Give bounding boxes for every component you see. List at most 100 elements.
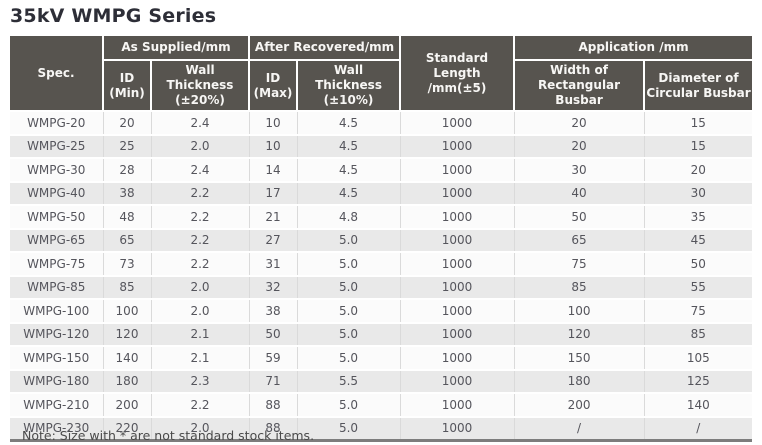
cell-id-max: 21 (249, 205, 298, 230)
table-row: WMPG-65 65 2.2 27 5.0 1000 65 45 (10, 228, 753, 253)
cell-wall-thickness-10: 5.5 (297, 369, 401, 394)
header-sub-row: ID (Min) Wall Thickness (±20%) ID (Max) … (10, 59, 753, 112)
cell-wall-thickness-10: 5.0 (297, 322, 401, 347)
cell-wall-thickness-20: 2.0 (151, 275, 250, 300)
cell-standard-length: 1000 (400, 322, 515, 347)
cell-diameter-circ-busbar: / (644, 416, 753, 440)
footnote: Note: Size with * are not standard stock… (22, 428, 315, 443)
cell-width-rect-busbar: / (514, 416, 645, 440)
cell-wall-thickness-20: 2.1 (151, 322, 250, 347)
header-wall-thickness-10: Wall Thickness (±10%) (296, 59, 402, 112)
cell-diameter-circ-busbar: 45 (644, 228, 753, 253)
cell-wall-thickness-10: 4.5 (297, 134, 401, 159)
cell-standard-length: 1000 (400, 369, 515, 394)
header-spec: Spec. (10, 36, 104, 112)
table-row: WMPG-85 85 2.0 32 5.0 1000 85 55 (10, 275, 753, 300)
cell-id-min: 120 (103, 322, 152, 347)
cell-id-min: 140 (103, 346, 152, 371)
cell-width-rect-busbar: 30 (514, 158, 645, 183)
cell-wall-thickness-10: 4.8 (297, 205, 401, 230)
cell-id-min: 180 (103, 369, 152, 394)
cell-wall-thickness-10: 5.0 (297, 346, 401, 371)
cell-spec: WMPG-20 (10, 111, 104, 136)
cell-id-min: 48 (103, 205, 152, 230)
page-title: 35kV WMPG Series (10, 5, 217, 27)
header-standard-length: Standard Length /mm(±5) (399, 36, 516, 112)
cell-standard-length: 1000 (400, 134, 515, 159)
cell-standard-length: 1000 (400, 393, 515, 418)
cell-id-min: 20 (103, 111, 152, 136)
table-row: WMPG-230 220 2.0 88 5.0 1000 / / (10, 416, 753, 440)
cell-wall-thickness-20: 2.4 (151, 111, 250, 136)
cell-wall-thickness-20: 2.0 (151, 134, 250, 159)
cell-spec: WMPG-40 (10, 181, 104, 206)
cell-wall-thickness-20: 2.2 (151, 181, 250, 206)
cell-standard-length: 1000 (400, 346, 515, 371)
cell-width-rect-busbar: 150 (514, 346, 645, 371)
cell-spec: WMPG-50 (10, 205, 104, 230)
cell-id-min: 220 (103, 416, 152, 440)
cell-id-max: 27 (249, 228, 298, 253)
cell-id-min: 38 (103, 181, 152, 206)
cell-id-min: 85 (103, 275, 152, 300)
cell-id-max: 17 (249, 181, 298, 206)
cell-wall-thickness-10: 4.5 (297, 181, 401, 206)
cell-id-min: 100 (103, 299, 152, 324)
cell-wall-thickness-10: 5.0 (297, 299, 401, 324)
table-row: WMPG-120 120 2.1 50 5.0 1000 120 85 (10, 322, 753, 347)
cell-standard-length: 1000 (400, 275, 515, 300)
cell-wall-thickness-20: 2.1 (151, 346, 250, 371)
cell-id-max: 10 (249, 134, 298, 159)
cell-spec: WMPG-25 (10, 134, 104, 159)
cell-standard-length: 1000 (400, 205, 515, 230)
header-application: Application /mm (513, 36, 753, 61)
cell-width-rect-busbar: 100 (514, 299, 645, 324)
cell-wall-thickness-20: 2.0 (151, 416, 250, 440)
cell-standard-length: 1000 (400, 111, 515, 136)
cell-spec: WMPG-230 (10, 416, 104, 440)
cell-standard-length: 1000 (400, 299, 515, 324)
cell-spec: WMPG-65 (10, 228, 104, 253)
cell-wall-thickness-10: 5.0 (297, 393, 401, 418)
cell-diameter-circ-busbar: 30 (644, 181, 753, 206)
header-group-row: Spec. As Supplied/mm After Recovered/mm … (10, 36, 753, 112)
table-row: WMPG-40 38 2.2 17 4.5 1000 40 30 (10, 181, 753, 206)
cell-spec: WMPG-75 (10, 252, 104, 277)
cell-width-rect-busbar: 20 (514, 134, 645, 159)
table-body: WMPG-20 20 2.4 10 4.5 1000 20 15 WMPG-25… (10, 111, 753, 440)
cell-width-rect-busbar: 200 (514, 393, 645, 418)
cell-wall-thickness-10: 5.0 (297, 252, 401, 277)
table-row: WMPG-30 28 2.4 14 4.5 1000 30 20 (10, 158, 753, 183)
cell-id-max: 71 (249, 369, 298, 394)
cell-standard-length: 1000 (400, 228, 515, 253)
cell-id-max: 14 (249, 158, 298, 183)
cell-diameter-circ-busbar: 140 (644, 393, 753, 418)
cell-diameter-circ-busbar: 50 (644, 252, 753, 277)
cell-spec: WMPG-30 (10, 158, 104, 183)
cell-standard-length: 1000 (400, 181, 515, 206)
table-row: WMPG-210 200 2.2 88 5.0 1000 200 140 (10, 393, 753, 418)
cell-id-max: 31 (249, 252, 298, 277)
cell-wall-thickness-20: 2.2 (151, 252, 250, 277)
cell-id-max: 50 (249, 322, 298, 347)
cell-diameter-circ-busbar: 20 (644, 158, 753, 183)
spec-table: Spec. As Supplied/mm After Recovered/mm … (10, 36, 753, 442)
cell-diameter-circ-busbar: 35 (644, 205, 753, 230)
cell-wall-thickness-20: 2.4 (151, 158, 250, 183)
table-header: Spec. As Supplied/mm After Recovered/mm … (10, 36, 753, 112)
cell-wall-thickness-10: 5.0 (297, 275, 401, 300)
cell-id-min: 25 (103, 134, 152, 159)
cell-wall-thickness-20: 2.0 (151, 299, 250, 324)
table-row: WMPG-75 73 2.2 31 5.0 1000 75 50 (10, 252, 753, 277)
cell-wall-thickness-10: 5.0 (297, 416, 401, 440)
cell-diameter-circ-busbar: 85 (644, 322, 753, 347)
cell-wall-thickness-10: 5.0 (297, 228, 401, 253)
header-wall-thickness-20: Wall Thickness (±20%) (149, 59, 251, 112)
header-diameter-circ-busbar: Diameter of Circular Busbar (643, 59, 753, 112)
cell-wall-thickness-10: 4.5 (297, 111, 401, 136)
cell-spec: WMPG-85 (10, 275, 104, 300)
cell-wall-thickness-10: 4.5 (297, 158, 401, 183)
cell-standard-length: 1000 (400, 158, 515, 183)
table-row: WMPG-150 140 2.1 59 5.0 1000 150 105 (10, 346, 753, 371)
